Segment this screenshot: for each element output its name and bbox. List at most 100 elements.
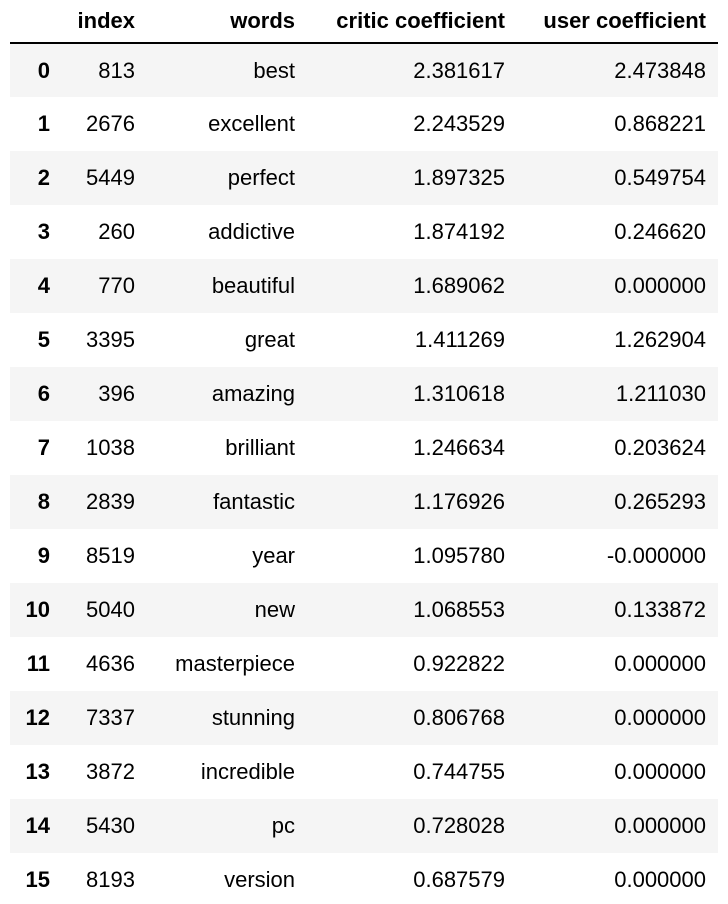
cell-user-coefficient: 0.246620 [614, 219, 706, 244]
header-index: index [62, 0, 147, 44]
table-row: 11 4636 masterpiece 0.922822 0.000000 [10, 637, 718, 691]
cell-critic-coefficient: 1.068553 [413, 597, 505, 622]
table-row: 13 3872 incredible 0.744755 0.000000 [10, 745, 718, 799]
header-row: index words critic coefficient user coef… [10, 0, 718, 44]
cell-words: addictive [208, 219, 295, 244]
cell-user-coefficient: 2.473848 [614, 57, 706, 83]
row-label: 4 [37, 273, 50, 298]
cell-critic-coefficient: 1.246634 [413, 435, 505, 460]
cell-words: stunning [211, 705, 295, 730]
table-row: 1 2676 excellent 2.243529 0.868221 [10, 97, 718, 151]
table-row: 5 3395 great 1.411269 1.262904 [10, 313, 718, 367]
row-label: 15 [25, 867, 50, 892]
cell-words: year [252, 543, 295, 568]
cell-words: amazing [211, 381, 295, 406]
cell-user-coefficient: 0.000000 [614, 705, 706, 730]
cell-index: 5430 [86, 813, 135, 838]
table-row: 12 7337 stunning 0.806768 0.000000 [10, 691, 718, 745]
cell-critic-coefficient: 0.922822 [413, 651, 505, 676]
table-row: 9 8519 year 1.095780 -0.000000 [10, 529, 718, 583]
row-label: 12 [25, 705, 50, 730]
cell-words: pc [271, 813, 295, 838]
cell-index: 770 [98, 273, 135, 298]
cell-index: 4636 [86, 651, 135, 676]
cell-user-coefficient: 0.000000 [614, 651, 706, 676]
cell-critic-coefficient: 1.874192 [413, 219, 505, 244]
cell-critic-coefficient: 0.744755 [413, 759, 505, 784]
row-label: 8 [37, 489, 50, 514]
table-row: 10 5040 new 1.068553 0.133872 [10, 583, 718, 637]
cell-index: 3872 [86, 759, 135, 784]
cell-user-coefficient: 0.265293 [614, 489, 706, 514]
table-row: 2 5449 perfect 1.897325 0.549754 [10, 151, 718, 205]
row-label: 13 [25, 759, 50, 784]
cell-index: 3395 [86, 327, 135, 352]
cell-index: 5040 [86, 597, 135, 622]
cell-words: masterpiece [175, 651, 295, 676]
cell-user-coefficient: 1.211030 [615, 381, 706, 406]
cell-words: best [253, 57, 295, 83]
cell-words: new [254, 597, 295, 622]
cell-words: incredible [200, 759, 295, 784]
cell-user-coefficient: 0.000000 [614, 273, 706, 298]
cell-critic-coefficient: 0.728028 [413, 813, 505, 838]
cell-critic-coefficient: 1.689062 [413, 273, 505, 298]
cell-index: 2676 [86, 111, 135, 136]
cell-words: excellent [208, 111, 295, 136]
cell-critic-coefficient: 2.381617 [413, 57, 505, 83]
row-label: 5 [37, 327, 50, 352]
cell-critic-coefficient: 0.687579 [413, 867, 505, 892]
cell-critic-coefficient: 0.806768 [413, 705, 505, 730]
cell-critic-coefficient: 2.243529 [413, 111, 505, 136]
cell-user-coefficient: -0.000000 [606, 543, 706, 568]
table-row: 4 770 beautiful 1.689062 0.000000 [10, 259, 718, 313]
cell-words: version [224, 867, 295, 892]
table-row: 6 396 amazing 1.310618 1.211030 [10, 367, 718, 421]
cell-user-coefficient: 0.000000 [614, 759, 706, 784]
row-label: 10 [25, 597, 50, 622]
row-label: 1 [37, 111, 50, 136]
cell-index: 396 [98, 381, 135, 406]
cell-critic-coefficient: 1.176926 [413, 489, 505, 514]
cell-index: 1038 [86, 435, 135, 460]
row-label: 9 [37, 543, 50, 568]
header-user-coefficient: user coefficient [517, 0, 718, 44]
header-critic-coefficient: critic coefficient [307, 0, 517, 44]
cell-index: 813 [98, 57, 135, 83]
cell-index: 7337 [86, 705, 135, 730]
row-label: 6 [37, 381, 50, 406]
cell-user-coefficient: 0.000000 [614, 813, 706, 838]
cell-words: beautiful [211, 273, 295, 298]
table-body: 0 813 best 2.381617 2.473848 1 2676 excellent 2.… [10, 43, 718, 904]
cell-user-coefficient: 0.133872 [614, 597, 706, 622]
cell-user-coefficient: 0.203624 [614, 435, 706, 460]
header-row-index [10, 0, 62, 44]
row-label: 2 [37, 165, 50, 190]
row-label: 14 [25, 813, 50, 838]
cell-critic-coefficient: 1.897325 [413, 165, 505, 190]
dataframe-table: index words critic coefficient user coef… [10, 0, 718, 904]
row-label: 11 [26, 651, 50, 676]
cell-words: brilliant [225, 435, 295, 460]
row-label: 3 [37, 219, 50, 244]
table-row: 0 813 best 2.381617 2.473848 [10, 43, 718, 97]
cell-user-coefficient: 0.868221 [614, 111, 706, 136]
header-words: words [147, 0, 307, 44]
cell-critic-coefficient: 1.095780 [413, 543, 505, 568]
cell-user-coefficient: 0.000000 [614, 867, 706, 892]
table-row: 8 2839 fantastic 1.176926 0.265293 [10, 475, 718, 529]
row-label: 0 [37, 57, 50, 83]
dataframe-output: index words critic coefficient user coef… [10, 0, 718, 904]
cell-user-coefficient: 1.262904 [614, 327, 706, 352]
cell-index: 260 [98, 219, 135, 244]
table-row: 14 5430 pc 0.728028 0.000000 [10, 799, 718, 853]
cell-words: perfect [227, 165, 295, 190]
cell-words: fantastic [213, 489, 295, 514]
cell-index: 5449 [86, 165, 135, 190]
row-label: 7 [37, 435, 50, 460]
cell-index: 2839 [86, 489, 135, 514]
cell-words: great [244, 327, 295, 352]
cell-index: 8193 [86, 867, 135, 892]
cell-user-coefficient: 0.549754 [614, 165, 706, 190]
cell-critic-coefficient: 1.310618 [413, 381, 505, 406]
